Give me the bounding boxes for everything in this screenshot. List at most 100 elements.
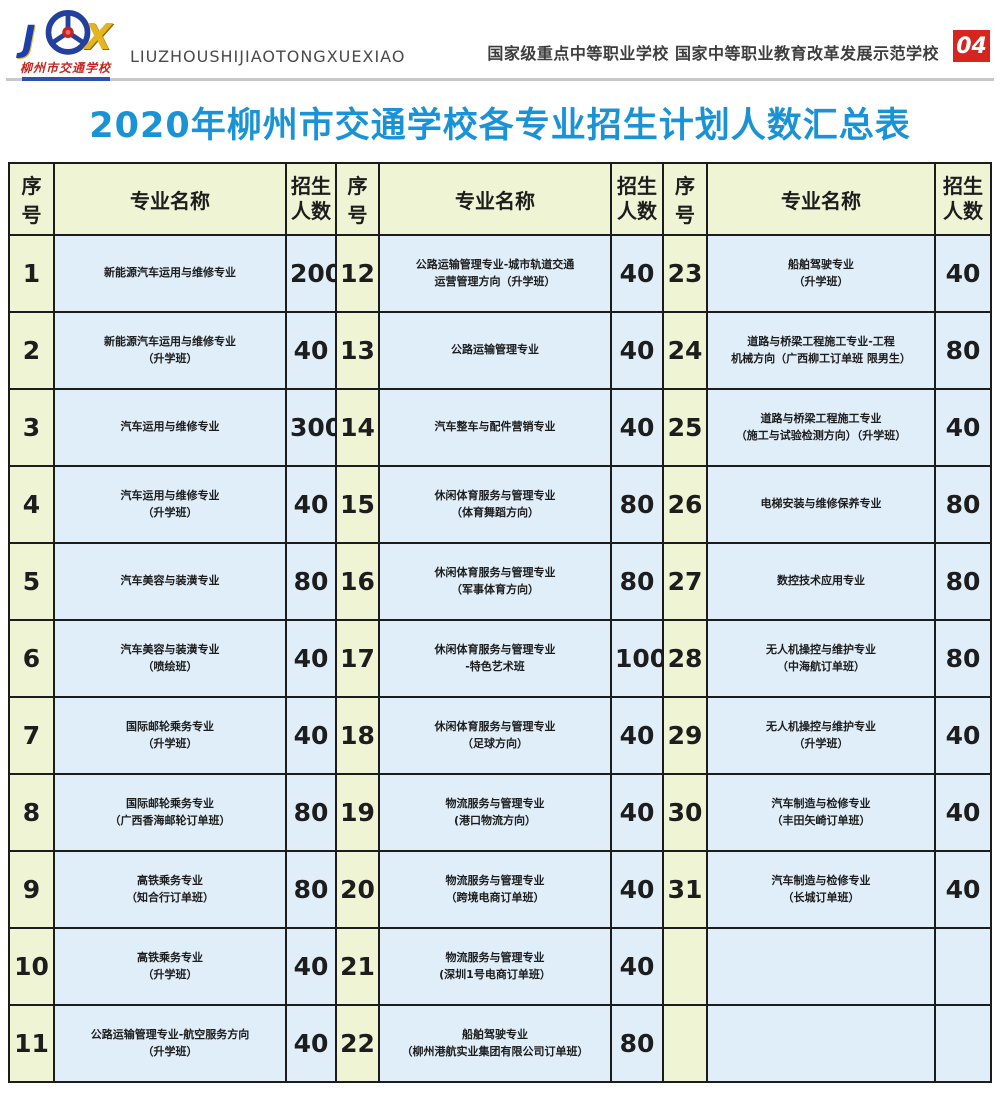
enroll-count-cell: 80 bbox=[285, 542, 337, 621]
major-name-cell: 休闲体育服务与管理专业 -特色艺术班 bbox=[378, 619, 612, 698]
major-name-cell: 新能源汽车运用与维修专业 （升学班） bbox=[53, 311, 287, 390]
major-name-cell: 物流服务与管理专业 （跨境电商订单班） bbox=[378, 850, 612, 929]
row-index-cell: 29 bbox=[662, 696, 708, 775]
enrollment-plan-table: 序号 专业名称 招生 人数 序号 专业名称 招生 人数 序号 专业名称 招生 人数 1… bbox=[8, 162, 992, 1083]
table-row: 4 汽车运用与维修专业 （升学班） 40 15 休闲体育服务与管理专业 （体育舞… bbox=[8, 465, 992, 544]
major-name-cell: 汽车运用与维修专业 bbox=[53, 388, 287, 467]
row-index-cell: 16 bbox=[335, 542, 380, 621]
row-index-cell: 23 bbox=[662, 234, 708, 313]
col-header-index-1: 序号 bbox=[8, 162, 55, 236]
table-row: 5 汽车美容与装潢专业 80 16 休闲体育服务与管理专业 （军事体育方向） 8… bbox=[8, 542, 992, 621]
row-index-cell: 13 bbox=[335, 311, 380, 390]
enroll-count-cell: 200 bbox=[285, 234, 337, 313]
row-index-cell: 2 bbox=[8, 311, 55, 390]
row-index-cell: 20 bbox=[335, 850, 380, 929]
enroll-count-cell: 80 bbox=[934, 619, 992, 698]
row-index-cell: 14 bbox=[335, 388, 380, 467]
major-name-cell: 物流服务与管理专业 (港口物流方向） bbox=[378, 773, 612, 852]
row-index-cell: 11 bbox=[8, 1004, 55, 1083]
count-header-line1: 招生 bbox=[617, 174, 657, 198]
count-header-line2: 人数 bbox=[943, 199, 983, 223]
banner-right: 国家级重点中等职业学校 国家中等职业教育改革发展示范学校 04 bbox=[487, 30, 990, 68]
row-index-cell: 5 bbox=[8, 542, 55, 621]
major-name-cell: 船舶驾驶专业 （升学班） bbox=[706, 234, 936, 313]
school-honor-slogan: 国家级重点中等职业学校 国家中等职业教育改革发展示范学校 bbox=[487, 44, 939, 63]
table-row: 11 公路运输管理专业-航空服务方向 （升学班） 40 22 船舶驾驶专业 （柳… bbox=[8, 1004, 992, 1083]
col-header-count-2: 招生 人数 bbox=[610, 162, 664, 236]
major-name-cell: 汽车美容与装潢专业 （喷绘班） bbox=[53, 619, 287, 698]
row-index-cell: 24 bbox=[662, 311, 708, 390]
major-name-cell: 无人机操控与维护专业 （中海航订单班） bbox=[706, 619, 936, 698]
enroll-count-cell: 40 bbox=[610, 234, 664, 313]
enroll-count-cell: 40 bbox=[285, 311, 337, 390]
row-index-cell: 26 bbox=[662, 465, 708, 544]
major-name-cell: 公路运输管理专业-城市轨道交通 运营管理方向（升学班） bbox=[378, 234, 612, 313]
major-name-cell bbox=[706, 1004, 936, 1083]
enroll-count-cell: 100 bbox=[610, 619, 664, 698]
page-title: 2020年柳州市交通学校各专业招生计划人数汇总表 bbox=[89, 106, 911, 146]
row-index-cell: 17 bbox=[335, 619, 380, 698]
logo-chinese-name: 柳州市交通学校 bbox=[20, 61, 112, 75]
enroll-count-cell: 40 bbox=[610, 696, 664, 775]
major-name-cell: 汽车美容与装潢专业 bbox=[53, 542, 287, 621]
major-name-cell bbox=[706, 927, 936, 1006]
major-name-cell: 数控技术应用专业 bbox=[706, 542, 936, 621]
table-row: 10 高铁乘务专业 （升学班） 40 21 物流服务与管理专业 (深圳1号电商订… bbox=[8, 927, 992, 1006]
enroll-count-cell: 80 bbox=[610, 1004, 664, 1083]
enroll-count-cell: 40 bbox=[934, 773, 992, 852]
enroll-count-cell: 80 bbox=[610, 465, 664, 544]
major-name-cell: 公路运输管理专业-航空服务方向 （升学班） bbox=[53, 1004, 287, 1083]
steering-wheel-icon bbox=[45, 10, 91, 55]
count-header-line2: 人数 bbox=[291, 199, 331, 223]
row-index-cell: 31 bbox=[662, 850, 708, 929]
major-name-cell: 道路与桥梁工程施工专业-工程 机械方向（广西柳工订单班 限男生） bbox=[706, 311, 936, 390]
major-name-cell: 汽车整车与配件营销专业 bbox=[378, 388, 612, 467]
row-index-cell: 25 bbox=[662, 388, 708, 467]
enroll-count-cell: 80 bbox=[934, 465, 992, 544]
enroll-count-cell: 40 bbox=[934, 234, 992, 313]
enroll-count-cell: 40 bbox=[610, 927, 664, 1006]
major-name-cell: 物流服务与管理专业 (深圳1号电商订单班） bbox=[378, 927, 612, 1006]
row-index-cell: 4 bbox=[8, 465, 55, 544]
major-name-cell: 国际邮轮乘务专业 （广西香海邮轮订单班） bbox=[53, 773, 287, 852]
major-name-cell: 船舶驾驶专业 （柳州港航实业集团有限公司订单班） bbox=[378, 1004, 612, 1083]
row-index-cell: 10 bbox=[8, 927, 55, 1006]
enroll-count-cell: 80 bbox=[610, 542, 664, 621]
logo-letter-x: X bbox=[84, 17, 112, 58]
row-index-cell: 21 bbox=[335, 927, 380, 1006]
col-header-index-3: 序号 bbox=[662, 162, 708, 236]
row-index-cell: 28 bbox=[662, 619, 708, 698]
row-index-cell bbox=[662, 1004, 708, 1083]
major-name-cell: 电梯安装与维修保养专业 bbox=[706, 465, 936, 544]
school-brand: J X 柳州市交通学校 LIUZHOUSHIJIAOTONGXUEXIAO bbox=[20, 8, 405, 81]
major-name-cell: 休闲体育服务与管理专业 （军事体育方向） bbox=[378, 542, 612, 621]
logo-letter-j: J bbox=[22, 19, 36, 60]
count-header-line1: 招生 bbox=[291, 174, 331, 198]
col-header-major-1: 专业名称 bbox=[53, 162, 287, 236]
major-name-cell: 高铁乘务专业 （知合行订单班） bbox=[53, 850, 287, 929]
enroll-count-cell: 40 bbox=[934, 388, 992, 467]
table-row: 3 汽车运用与维修专业 300 14 汽车整车与配件营销专业 40 25 道路与… bbox=[8, 388, 992, 467]
major-name-cell: 公路运输管理专业 bbox=[378, 311, 612, 390]
enroll-count-cell: 40 bbox=[610, 311, 664, 390]
count-header-line2: 人数 bbox=[617, 199, 657, 223]
col-header-count-3: 招生 人数 bbox=[934, 162, 992, 236]
enroll-count-cell: 40 bbox=[285, 927, 337, 1006]
major-name-cell: 汽车制造与检修专业 （长城订单班） bbox=[706, 850, 936, 929]
row-index-cell: 19 bbox=[335, 773, 380, 852]
major-name-cell: 国际邮轮乘务专业 （升学班） bbox=[53, 696, 287, 775]
major-name-cell: 高铁乘务专业 （升学班） bbox=[53, 927, 287, 1006]
row-index-cell: 7 bbox=[8, 696, 55, 775]
enroll-count-cell: 40 bbox=[285, 465, 337, 544]
page-number-badge: 04 bbox=[953, 30, 990, 62]
school-logo: J X 柳州市交通学校 bbox=[20, 8, 114, 81]
row-index-cell bbox=[662, 927, 708, 1006]
row-index-cell: 15 bbox=[335, 465, 380, 544]
major-name-cell: 无人机操控与维护专业 （升学班） bbox=[706, 696, 936, 775]
row-index-cell: 30 bbox=[662, 773, 708, 852]
col-header-count-1: 招生 人数 bbox=[285, 162, 337, 236]
enroll-count-cell: 80 bbox=[934, 311, 992, 390]
top-banner: J X 柳州市交通学校 LIUZHOUSHIJIAOTONGXUEXIAO 国家… bbox=[0, 0, 1000, 81]
row-index-cell: 8 bbox=[8, 773, 55, 852]
row-index-cell: 18 bbox=[335, 696, 380, 775]
